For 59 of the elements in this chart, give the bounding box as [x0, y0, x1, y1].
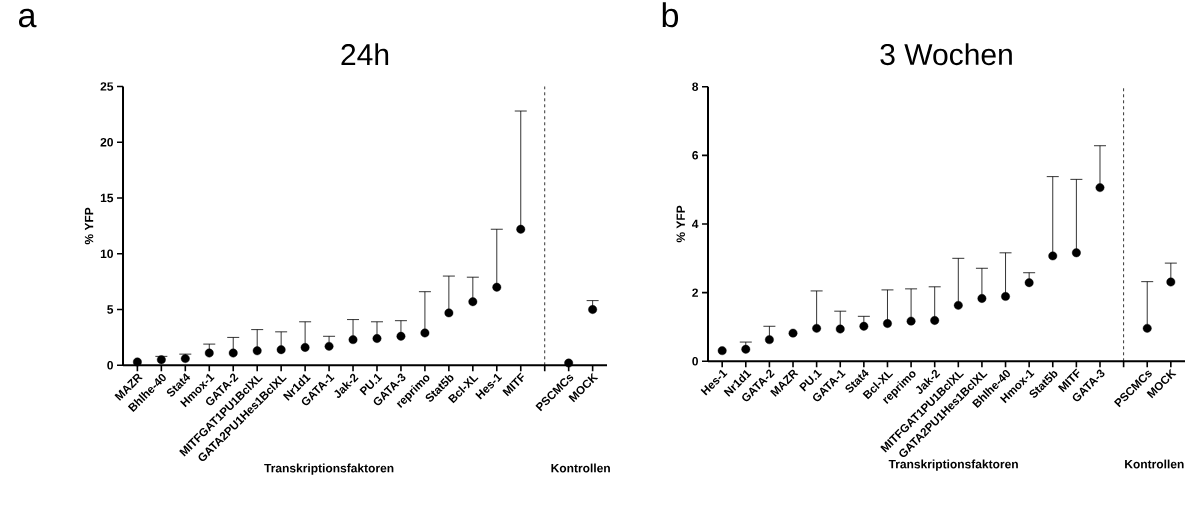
point	[564, 358, 574, 368]
point	[492, 282, 502, 292]
point	[930, 316, 940, 325]
y-tick-label: 15	[100, 193, 114, 203]
point	[883, 319, 892, 328]
point	[180, 354, 190, 363]
point	[717, 346, 727, 356]
chart-title: 3 Wochen	[880, 43, 1012, 66]
point	[977, 294, 987, 303]
text: Transkriptionsfaktoren	[264, 463, 394, 475]
point	[132, 357, 142, 367]
point	[1001, 292, 1010, 301]
y-tick-label: 5	[107, 305, 114, 314]
point	[516, 224, 526, 234]
y-tick-label: 0	[692, 357, 698, 366]
point	[588, 305, 598, 314]
y-axis-title: % YFP	[676, 205, 685, 243]
text: Kontrollen	[1125, 459, 1184, 469]
point	[324, 341, 334, 351]
text: Kontrollen	[551, 463, 610, 473]
point	[252, 346, 262, 356]
point	[788, 328, 798, 338]
y-tick-label: 25	[100, 82, 114, 91]
y-tick-label: 8	[692, 82, 699, 91]
y-tick-label: 20	[100, 138, 113, 147]
point	[906, 316, 916, 326]
point	[348, 335, 358, 345]
point	[300, 343, 310, 352]
text: Transkriptionsfaktoren	[888, 459, 1018, 471]
point	[812, 323, 822, 333]
point	[204, 348, 214, 358]
y-tick-label: 2	[692, 288, 698, 297]
point	[741, 344, 751, 354]
y-axis-title: % YFP	[84, 207, 94, 245]
point	[420, 328, 430, 338]
y-tick-label: 4	[691, 219, 699, 229]
text: a	[18, 8, 37, 28]
point	[276, 345, 286, 355]
point	[372, 334, 382, 343]
point	[953, 300, 963, 310]
point	[1048, 251, 1058, 261]
point	[1024, 278, 1034, 288]
y-tick-label: 6	[692, 151, 699, 160]
point	[1095, 183, 1105, 193]
point	[835, 324, 845, 334]
chart-title: 24h	[341, 43, 389, 65]
point	[1071, 248, 1081, 258]
text: b	[662, 2, 679, 28]
point	[228, 348, 238, 358]
point	[156, 355, 166, 365]
y-tick-label: 10	[100, 249, 113, 259]
point	[444, 308, 454, 318]
point	[468, 297, 478, 307]
point	[1142, 323, 1152, 333]
point	[396, 331, 406, 341]
point	[859, 321, 869, 331]
point	[1166, 277, 1176, 287]
point	[765, 335, 774, 345]
y-tick-label: 0	[107, 361, 113, 370]
